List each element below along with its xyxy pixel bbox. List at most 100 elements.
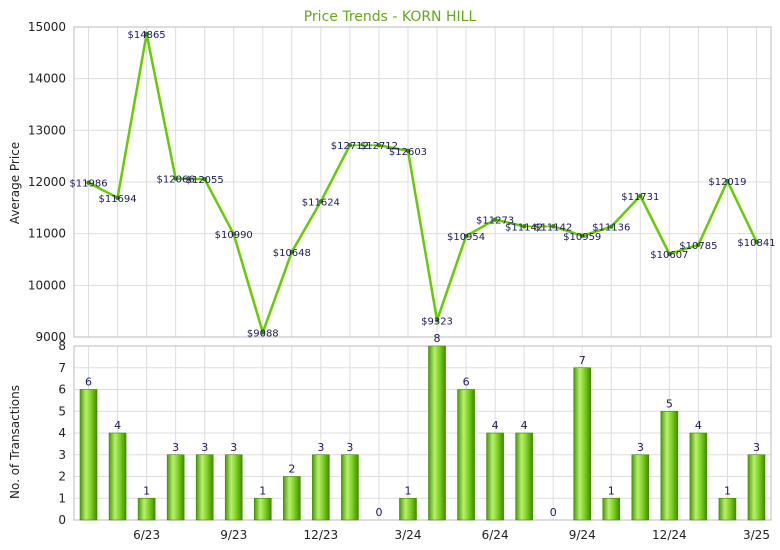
x-tick-label: 12/23 [304,528,339,542]
price-line-segment [145,32,177,180]
transactions-tick-label: 8 [58,339,66,353]
transaction-bars: 6 4 1 3 3 3 1 2 3 3 0 1 8 6 4 4 0 7 1 3 5 4 1 3 [79,332,766,521]
transaction-bar [718,497,737,521]
price-data-label: $11624 [302,197,340,208]
transaction-count-label: 2 [288,463,295,476]
transaction-bar [515,432,533,521]
price-data-label: $11986 [69,179,107,190]
transaction-count-label: 4 [114,419,121,432]
price-data-label: $12055 [186,175,224,186]
price-point [202,176,207,182]
price-line: $11986 $11694 $14865 $12066$12055 $10990 $908… [69,30,775,339]
transaction-count-label: 4 [695,419,702,432]
transactions-grid [73,345,772,521]
price-data-label: $10841 [737,238,775,249]
price-point [231,231,236,237]
transaction-count-label: 5 [666,397,673,410]
transactions-tick-label: 3 [58,448,66,462]
transaction-count-label: 4 [492,419,499,432]
price-grid [73,26,772,338]
transaction-count-label: 3 [201,441,208,454]
price-data-label: $10785 [679,241,717,252]
transaction-count-label: 6 [85,376,92,389]
price-line-segment [203,177,235,236]
transactions-plot-frame [73,345,772,521]
transaction-count-label: 3 [172,441,179,454]
price-data-label: $10959 [563,232,601,243]
x-tick-label: 9/23 [220,528,247,542]
transaction-count-label: 8 [434,332,441,345]
price-data-label: $14865 [128,30,166,41]
transaction-bar [108,432,127,521]
transaction-bar [602,497,621,521]
price-line-segment [116,32,148,200]
transaction-count-label: 6 [463,376,470,389]
transactions-tick-label: 6 [58,383,66,397]
transaction-count-label: 3 [753,441,760,454]
price-tick-label: 11000 [28,227,66,241]
price-line-segment [493,218,526,228]
price-data-label: $11142 [534,222,572,233]
transaction-count-label: 3 [317,441,324,454]
price-axis-title: Average Price [8,142,22,224]
transaction-count-label: 3 [230,441,237,454]
price-tick-label: 9000 [35,330,66,344]
price-data-label: $12019 [708,177,746,188]
price-line-segment [406,149,439,322]
transaction-bar [341,454,359,521]
price-data-label: $10990 [215,230,253,241]
price-point [173,176,178,181]
price-line-segment [726,179,758,244]
transaction-bar [253,497,272,521]
price-line-segment [174,177,206,181]
transaction-count-label: 3 [637,441,644,454]
price-line-segment [464,218,497,238]
transaction-count-label: 0 [375,506,382,519]
price-data-label: $11273 [476,216,514,227]
transactions-tick-label: 5 [58,404,66,418]
price-point [696,242,701,247]
x-tick-label: 12/24 [652,528,687,542]
price-data-label: $11142 [505,222,543,233]
price-line-segment [319,143,352,203]
transaction-bar [573,367,592,521]
price-point [609,224,614,229]
transaction-count-label: 1 [724,484,731,497]
price-point [376,143,382,148]
price-point [289,249,295,255]
price-tick-label: 15000 [28,20,66,34]
transaction-count-label: 1 [259,484,266,497]
price-line-segment [639,194,671,256]
transaction-bar [631,454,650,521]
price-tick-label: 12000 [28,175,66,189]
price-data-label: $12712 [331,141,369,152]
transaction-bar [457,389,475,521]
price-data-label: $11136 [592,223,630,234]
transaction-bar [399,497,417,521]
price-data-label: $11731 [621,192,659,203]
x-tick-label: 6/23 [133,528,160,542]
price-data-label: $12712 [360,141,398,152]
transaction-bar [486,432,504,521]
transactions-tick-label: 4 [58,426,66,440]
transaction-bar [166,454,185,521]
price-line-segment [697,179,729,247]
price-line-segment [377,143,410,153]
price-point [86,180,91,185]
price-point [492,217,498,222]
price-tick-label: 14000 [28,72,66,86]
price-line-segment [610,194,642,228]
price-data-label: $10607 [650,250,688,261]
price-point [521,224,527,229]
transactions-tick-label: 0 [58,513,66,527]
price-line-segment [668,243,700,256]
chart-title: Price Trends - KORN HILL [304,9,477,25]
price-point [638,193,643,199]
price-point [725,178,730,184]
transaction-bar [747,454,766,521]
price-data-label: $11694 [98,194,136,205]
transaction-count-label: 0 [550,506,557,519]
price-data-label: $10648 [273,248,311,259]
price-point [580,233,585,238]
